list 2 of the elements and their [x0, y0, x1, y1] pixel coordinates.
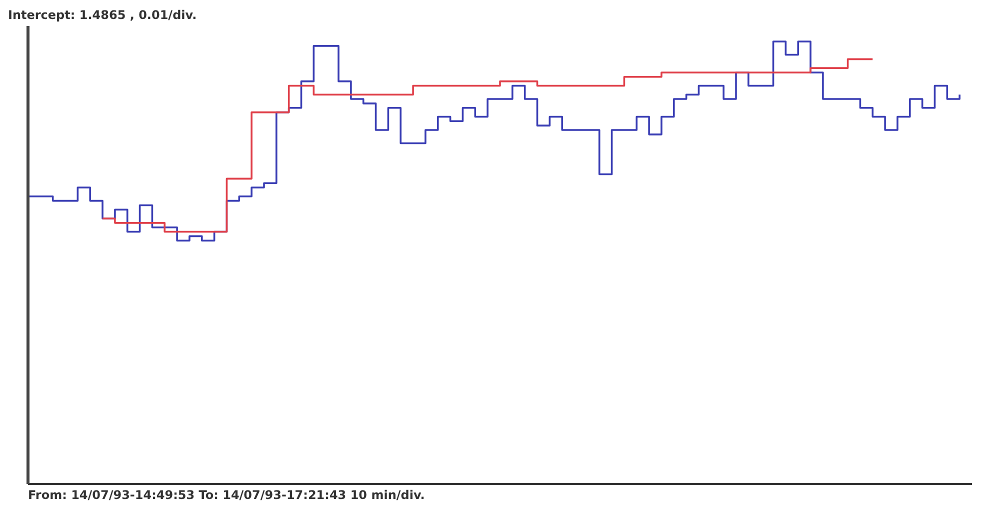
- text: From: 14/07/93-14:49:53 To: 14/07/93-17:21:43 10 min/div.: [28, 488, 426, 502]
- chart-title: Intercept: 1.4865 , 0.01/div.: [8, 8, 198, 22]
